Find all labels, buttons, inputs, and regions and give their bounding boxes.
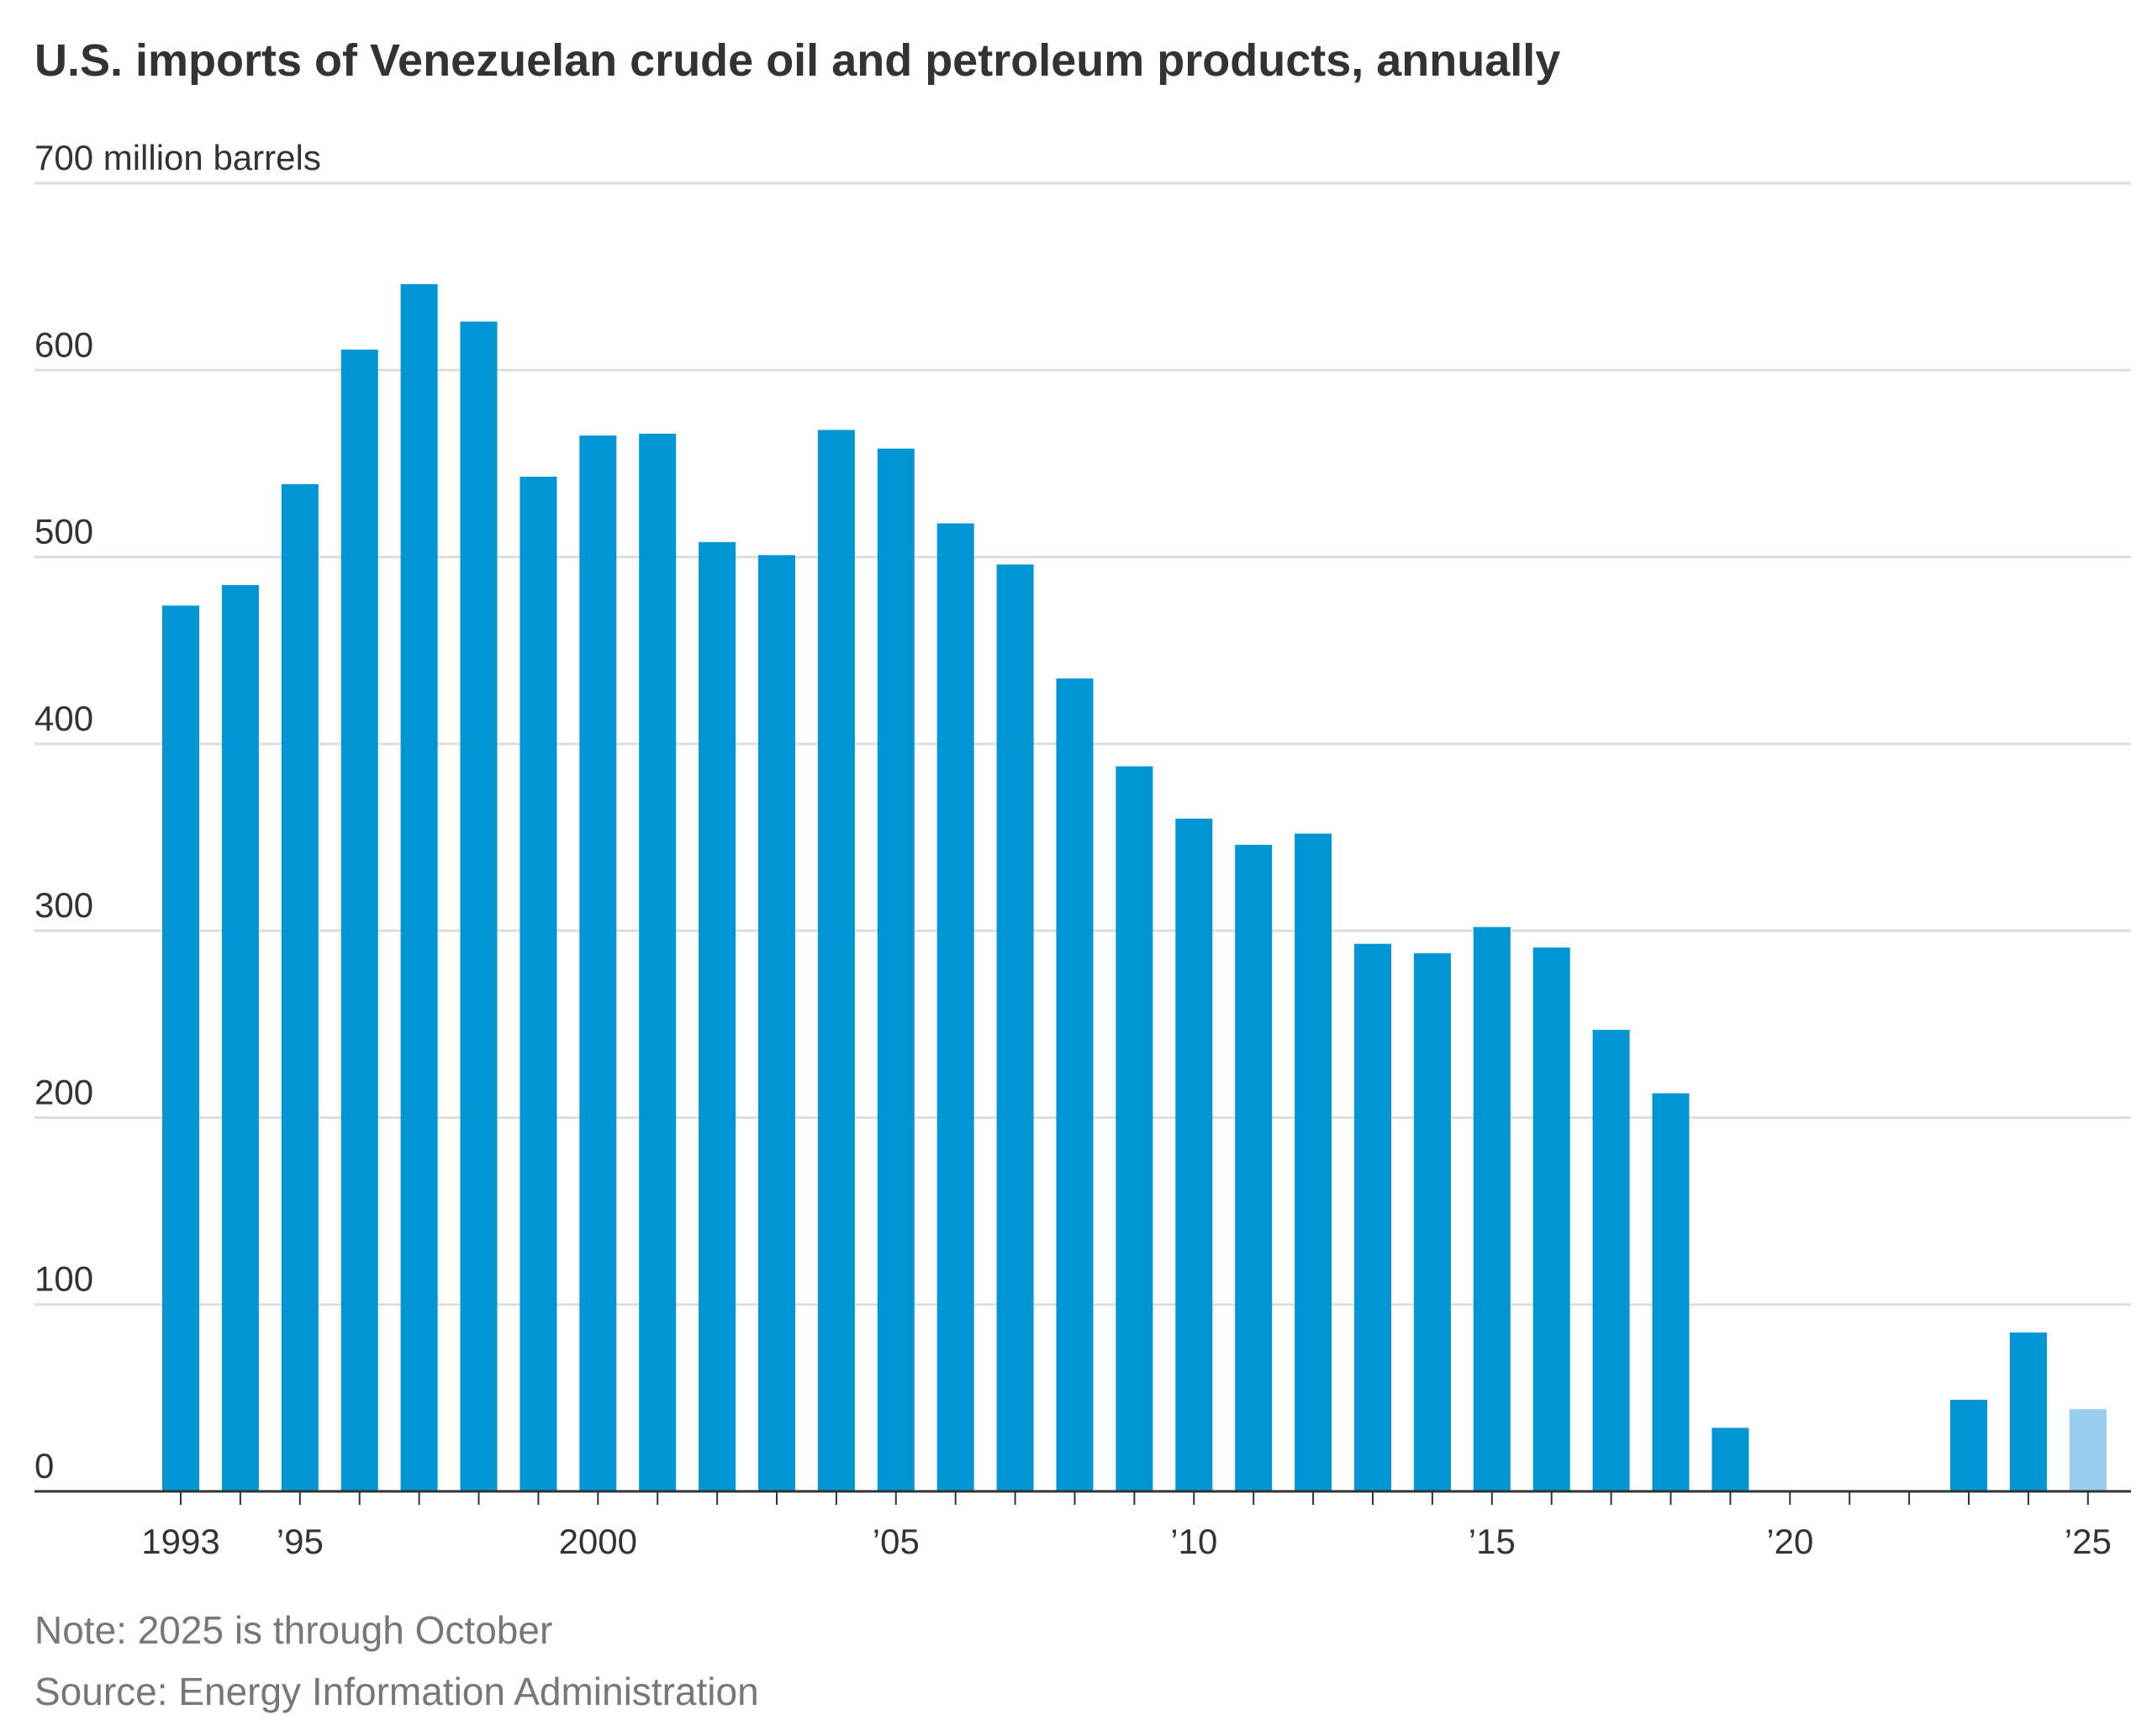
y-tick-label: 300 [34, 885, 93, 925]
bar [877, 448, 915, 1491]
bar [400, 284, 438, 1491]
x-tick-label: ’95 [277, 1522, 324, 1561]
y-tick-label: 500 [34, 512, 93, 551]
bar [1712, 1427, 1749, 1491]
bar [699, 541, 736, 1491]
x-tick-label: ’10 [1170, 1522, 1217, 1561]
bar [2009, 1332, 2047, 1491]
y-tick-label: 200 [34, 1072, 93, 1111]
bar [936, 523, 974, 1491]
y-tick-label: 400 [34, 699, 93, 738]
x-tick-label: ’05 [873, 1522, 920, 1561]
bar [1295, 833, 1332, 1491]
bar [1056, 678, 1094, 1491]
y-tick-label: 0 [34, 1446, 54, 1485]
bar [1354, 943, 1391, 1491]
bar [1413, 952, 1451, 1491]
x-tick-label: ’25 [2065, 1522, 2112, 1561]
note: Note: 2025 is through October [34, 1608, 552, 1652]
bar [221, 584, 259, 1491]
bar [520, 476, 557, 1492]
bar [1950, 1400, 1987, 1491]
x-tick-label: 2000 [559, 1522, 637, 1561]
bar [579, 435, 617, 1491]
bar [162, 605, 199, 1491]
chart-title: U.S. imports of Venezuelan crude oil and… [34, 35, 1560, 86]
bar [281, 483, 319, 1491]
bar [1175, 818, 1213, 1491]
bar [340, 349, 378, 1492]
bar [996, 564, 1034, 1491]
y-tick-label: 700 million barrels [34, 138, 321, 177]
bar [1652, 1093, 1690, 1491]
y-tick-label: 600 [34, 325, 93, 364]
bar [1116, 766, 1153, 1491]
x-tick-label: ’15 [1469, 1522, 1516, 1561]
source: Source: Energy Information Administratio… [34, 1670, 759, 1713]
bar [1532, 947, 1570, 1491]
bar [1592, 1029, 1630, 1491]
bar [1235, 844, 1273, 1491]
bar [2069, 1409, 2107, 1491]
bar [639, 433, 677, 1492]
bar [758, 555, 795, 1491]
y-tick-label: 100 [34, 1259, 93, 1299]
bar [817, 430, 855, 1492]
x-tick-label: ’20 [1766, 1522, 1813, 1561]
x-tick-label: 1993 [141, 1522, 219, 1561]
bar [460, 321, 498, 1491]
bar [1473, 926, 1511, 1491]
